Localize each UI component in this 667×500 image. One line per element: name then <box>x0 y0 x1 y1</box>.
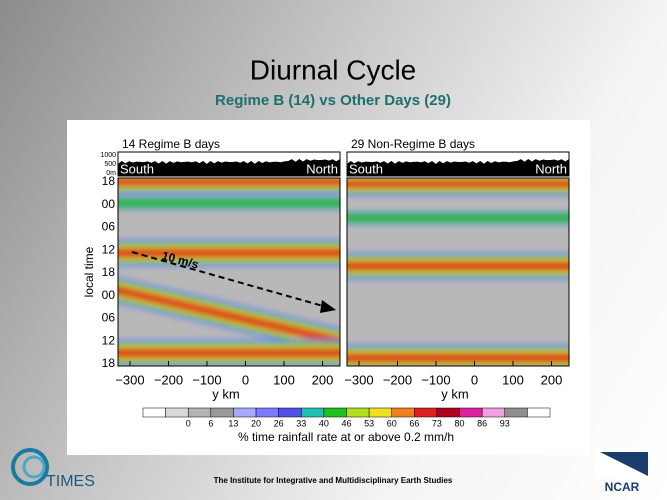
colorbar-tick-label: 33 <box>296 418 306 428</box>
y-tick-label: 06 <box>102 220 116 234</box>
south-label: South <box>349 161 383 176</box>
colorbar-swatch <box>346 407 370 418</box>
x-tick-label: −300 <box>115 372 144 387</box>
x-tick-label: −200 <box>383 372 412 387</box>
x-tick-label: 100 <box>502 372 524 387</box>
y-tick-label: 06 <box>102 311 116 325</box>
y-tick-label: 00 <box>102 288 116 302</box>
colorbar-tick-label: 6 <box>208 418 213 428</box>
colorbar-swatch <box>459 407 483 418</box>
terrain <box>347 159 569 176</box>
x-tick-label: −200 <box>154 372 183 387</box>
colorbar-swatch <box>210 407 234 418</box>
x-axis-label: y km <box>441 386 468 401</box>
colorbar-swatch <box>142 407 166 418</box>
colorbar-tick-label: 86 <box>477 418 487 428</box>
y-tick-label: 18 <box>102 174 116 188</box>
colorbar-swatch <box>391 407 415 418</box>
y-tick-label: 18 <box>102 265 116 279</box>
y-axis-label: local time <box>82 246 96 297</box>
rain-band <box>347 353 569 363</box>
colorbar-tick-label: 46 <box>341 418 351 428</box>
colorbar-tick-label: 0 <box>186 418 191 428</box>
rain-band <box>118 197 340 209</box>
subtitle: Regime B (14) vs Other Days (29) <box>215 92 451 109</box>
left-logo: TIMES <box>11 448 95 490</box>
logo-ring <box>22 455 46 479</box>
colorbar-label: % time rainfall rate at or above 0.2 mm/… <box>238 430 454 444</box>
footer: The Institute for Integrative and Multid… <box>214 476 453 485</box>
field-frame <box>117 177 341 367</box>
rain-band <box>347 179 569 189</box>
colorbar-swatch <box>323 407 347 418</box>
colorbar-tick-label: 73 <box>432 418 442 428</box>
colorbar-tick-label: 40 <box>319 418 329 428</box>
x-tick-label: −300 <box>344 372 373 387</box>
rain-field <box>118 178 340 366</box>
colorbar-swatch <box>301 407 325 418</box>
rain-band <box>347 261 569 271</box>
colorbar-swatch <box>481 407 506 418</box>
panel-title: 14 Regime B days <box>122 137 220 151</box>
y-tick-label: 12 <box>102 333 116 347</box>
rain-band <box>347 212 569 224</box>
colorbar-swatch <box>187 407 212 418</box>
colorbar-tick-label: 20 <box>251 418 261 428</box>
rain-band <box>118 248 340 258</box>
colorbar-tick-label: 53 <box>364 418 374 428</box>
colorbar-swatch <box>527 407 551 418</box>
y-tick-label: 12 <box>102 242 116 256</box>
arrow-head <box>320 300 336 313</box>
speed-arrow <box>131 251 331 309</box>
x-tick-label: 200 <box>541 372 563 387</box>
y-tick-label: 18 <box>102 356 116 370</box>
x-tick-label: 0 <box>471 372 478 387</box>
rain-field <box>347 178 569 366</box>
field-blobs <box>118 178 340 366</box>
colorbar-tick-label: 80 <box>455 418 465 428</box>
colorbar-swatch <box>504 407 528 418</box>
x-tick-label: 200 <box>312 372 334 387</box>
x-axis-label: y km <box>212 386 239 401</box>
colorbar-swatch <box>368 407 392 418</box>
north-label: North <box>535 161 567 176</box>
colorbar-swatch <box>278 407 302 418</box>
colorbar-tick-label: 60 <box>387 418 397 428</box>
logo-mark <box>600 452 648 476</box>
colorbar-swatch <box>233 407 257 418</box>
terrain-tick-label: 0m <box>106 170 116 177</box>
terrain-tick-label: 1000 <box>100 152 116 159</box>
x-tick-label: −100 <box>421 372 450 387</box>
y-tick-label: 00 <box>102 197 116 211</box>
colorbar-swatch <box>436 407 460 418</box>
colorbar-tick-label: 66 <box>409 418 419 428</box>
rain-band <box>118 348 340 358</box>
x-tick-label: 0 <box>242 372 249 387</box>
right-logo: NCAR <box>595 448 650 494</box>
south-label: South <box>120 161 154 176</box>
north-label: North <box>306 161 338 176</box>
right-logo-text: NCAR <box>605 480 640 494</box>
terrain-tick-label: 500 <box>104 161 116 168</box>
colorbar-swatch <box>165 407 189 418</box>
rain-band <box>118 178 340 187</box>
field-blobs <box>347 178 569 366</box>
colorbar-tick-label: 13 <box>228 418 238 428</box>
x-tick-label: −100 <box>192 372 221 387</box>
field-frame <box>346 177 570 367</box>
colorbar-tick-label: 26 <box>274 418 284 428</box>
colorbar-swatch <box>255 407 279 418</box>
x-tick-label: 100 <box>273 372 295 387</box>
panel-title: 29 Non-Regime B days <box>351 137 475 151</box>
terrain <box>118 159 340 176</box>
colorbar-tick-label: 93 <box>500 418 510 428</box>
left-logo-text: TIMES <box>46 473 95 490</box>
rain-band <box>118 285 340 347</box>
title: Diurnal Cycle <box>250 54 417 85</box>
logo-ring <box>11 448 49 486</box>
colorbar-swatch <box>414 407 438 418</box>
